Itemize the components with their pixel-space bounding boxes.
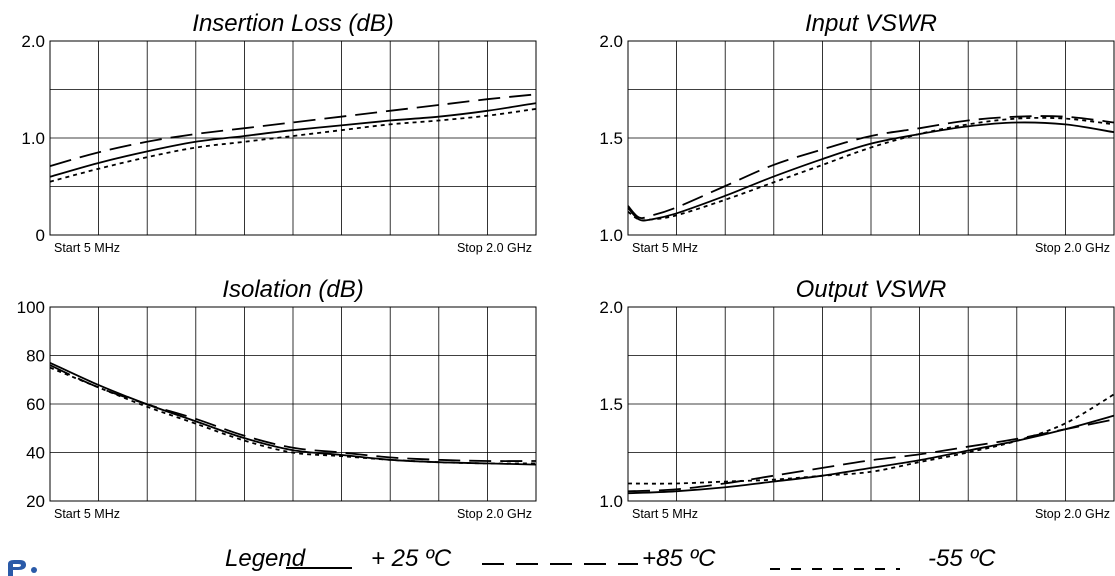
- insertion-loss-series-85c: [49, 93, 537, 167]
- input-vswr-start-label: Start 5 MHz: [632, 241, 698, 255]
- output-vswr-series-85c: [627, 418, 1115, 493]
- logo-mark: [8, 560, 26, 576]
- input-vswr-y-tick-label: 2.0: [599, 32, 623, 51]
- input-vswr-series-85c: [627, 115, 1115, 220]
- output-vswr-series-25c: [627, 414, 1115, 495]
- output-vswr-y-tick-label: 1.0: [599, 492, 623, 511]
- output-vswr-y-tick-label: 1.5: [599, 395, 623, 414]
- isolation-y-tick-label: 20: [26, 492, 45, 511]
- insertion-loss-start-label: Start 5 MHz: [54, 241, 120, 255]
- isolation-stop-label: Stop 2.0 GHz: [457, 507, 532, 521]
- insertion-loss-y-tick-label: 0: [36, 226, 45, 245]
- input-vswr-stop-label: Stop 2.0 GHz: [1035, 241, 1110, 255]
- isolation-y-tick-label: 80: [26, 347, 45, 366]
- input-vswr-title: Input VSWR: [805, 10, 937, 37]
- output-vswr-series-minus55c: [627, 393, 1115, 485]
- insertion-loss-title: Insertion Loss (dB): [192, 10, 393, 37]
- logo: [2, 556, 42, 576]
- legend-entry-25c: + 25 ºC: [371, 545, 452, 572]
- insertion-loss-stop-label: Stop 2.0 GHz: [457, 241, 532, 255]
- legend: Legend + 25 ºC +85 ºC -55 ºC: [225, 545, 996, 572]
- output-vswr-y-tick-label: 2.0: [599, 298, 623, 317]
- isolation-y-tick-label: 60: [26, 395, 45, 414]
- legend-entry-minus55c: -55 ºC: [928, 545, 996, 572]
- isolation-start-label: Start 5 MHz: [54, 507, 120, 521]
- isolation-series-minus55c: [49, 366, 537, 465]
- logo-dot: [31, 567, 37, 573]
- insertion-loss-series-minus55c: [49, 108, 537, 183]
- insertion-loss-series-25c: [49, 102, 537, 178]
- isolation-title: Isolation (dB): [222, 276, 363, 303]
- input-vswr-y-tick-label: 1.0: [599, 226, 623, 245]
- input-vswr-series-minus55c: [627, 116, 1115, 222]
- insertion-loss-y-tick-label: 2.0: [21, 32, 45, 51]
- output-vswr-stop-label: Stop 2.0 GHz: [1035, 507, 1110, 521]
- isolation-series-85c: [49, 364, 537, 462]
- insertion-loss-y-tick-label: 1.0: [21, 129, 45, 148]
- output-vswr-title: Output VSWR: [796, 276, 947, 303]
- isolation-y-tick-label: 100: [17, 298, 45, 317]
- legend-entry-85c: +85 ºC: [642, 545, 716, 572]
- output-vswr-start-label: Start 5 MHz: [632, 507, 698, 521]
- input-vswr-y-tick-label: 1.5: [599, 129, 623, 148]
- isolation-y-tick-label: 40: [26, 444, 45, 463]
